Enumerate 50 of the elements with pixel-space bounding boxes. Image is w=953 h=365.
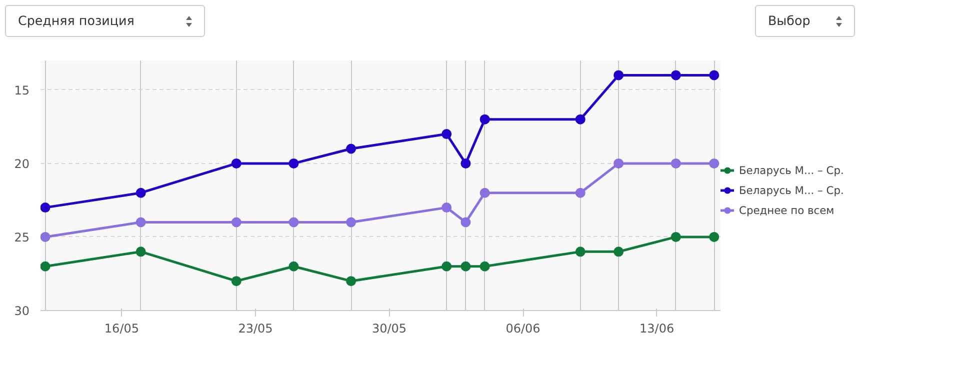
x-tick-label: 16/05 [104, 322, 140, 336]
point [288, 261, 299, 272]
point [575, 246, 586, 257]
point [709, 158, 720, 168]
point [40, 202, 50, 213]
point [136, 246, 146, 257]
point [614, 158, 624, 168]
point [442, 261, 452, 272]
point [575, 188, 586, 198]
x-tick-label: 23/05 [238, 322, 273, 336]
point [346, 276, 356, 286]
point [670, 158, 681, 168]
point [136, 188, 146, 198]
point [670, 70, 681, 80]
point [346, 144, 356, 154]
point [614, 70, 624, 80]
y-tick-label: 15 [14, 83, 30, 98]
point [460, 158, 471, 168]
point [670, 232, 681, 242]
point [346, 217, 356, 228]
point [480, 188, 490, 198]
point [288, 158, 299, 168]
legend-label: Беларусь М... – Ср. [739, 184, 844, 196]
point [40, 261, 50, 272]
point [460, 217, 471, 228]
point [40, 232, 50, 242]
y-tick-label: 30 [14, 304, 30, 318]
y-tick-label: 25 [14, 230, 30, 244]
legend-label: Среднее по всем [739, 204, 834, 216]
point [575, 114, 586, 124]
point [136, 217, 146, 228]
point [442, 129, 452, 140]
point [231, 276, 242, 286]
point [480, 114, 490, 124]
text: Средняя позиция [18, 12, 134, 30]
x-tick-label: 06/06 [506, 322, 540, 336]
y-tick-label: 20 [14, 156, 30, 171]
point [231, 158, 242, 168]
x-tick-label: 13/06 [640, 322, 674, 336]
legend-label: Беларусь М... – Ср. [739, 164, 844, 176]
point [709, 70, 720, 80]
point [288, 217, 299, 228]
x-tick-label: 30/05 [372, 322, 407, 336]
point [231, 217, 242, 228]
point [709, 232, 720, 242]
point [460, 261, 471, 272]
text: Выбор [768, 12, 810, 30]
point [614, 246, 624, 257]
point [480, 261, 490, 272]
point [442, 202, 452, 213]
